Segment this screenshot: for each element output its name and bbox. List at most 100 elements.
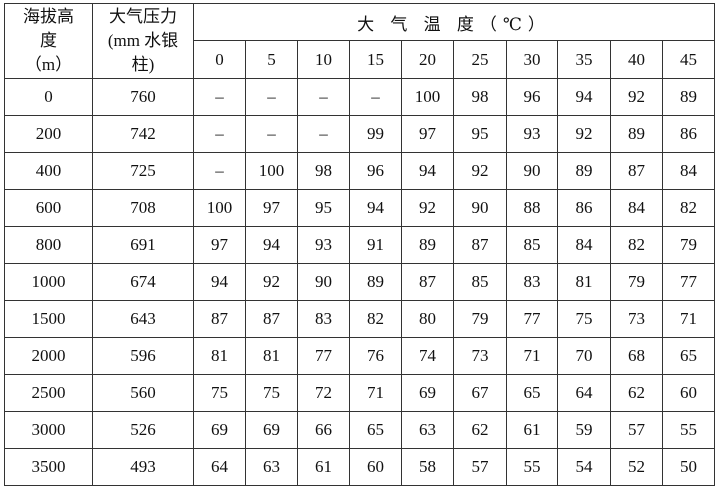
temperature-column-header: 35 [557, 40, 611, 79]
value-cell: 100 [245, 152, 298, 190]
value-cell: 75 [557, 300, 611, 338]
altitude-header-line: 海拔高 [23, 7, 74, 26]
value-cell: 91 [349, 226, 402, 264]
value-cell: 63 [245, 448, 298, 486]
value-cell: 89 [662, 78, 715, 116]
value-cell: 82 [662, 189, 715, 227]
value-cell: – [193, 152, 246, 190]
value-cell: 90 [506, 152, 558, 190]
value-cell: 95 [297, 189, 350, 227]
pressure-header-line: 大气压力 [109, 7, 177, 26]
pressure-cell: 560 [92, 374, 194, 412]
value-cell: 89 [557, 152, 611, 190]
value-cell: 92 [610, 78, 663, 116]
value-cell: 84 [610, 189, 663, 227]
value-cell: 93 [297, 226, 350, 264]
pressure-cell: 596 [92, 337, 194, 375]
value-cell: 98 [297, 152, 350, 190]
value-cell: 77 [506, 300, 558, 338]
value-cell: – [297, 115, 350, 153]
table-row: 200 742– – –99 97 95 93 92 89 86 [4, 115, 715, 153]
value-cell: 79 [610, 263, 663, 301]
value-cell: 77 [297, 337, 350, 375]
value-cell: 94 [245, 226, 298, 264]
value-cell: 96 [506, 78, 558, 116]
value-cell: 82 [610, 226, 663, 264]
value-cell: 87 [193, 300, 246, 338]
table-row: 600 708 100 97 95 94 92 90 88 86 84 82 [4, 189, 715, 227]
value-cell: 67 [453, 374, 507, 412]
value-cell: 71 [349, 374, 402, 412]
value-cell: – [193, 78, 246, 116]
value-cell: 97 [401, 115, 454, 153]
value-cell: 86 [662, 115, 715, 153]
value-cell: 63 [401, 411, 454, 449]
table-row: 0 760– – – –100 98 96 94 92 89 [4, 78, 715, 116]
value-cell: 75 [193, 374, 246, 412]
value-cell: 60 [349, 448, 402, 486]
value-cell: 55 [506, 448, 558, 486]
value-cell: 57 [610, 411, 663, 449]
pressure-cell: 526 [92, 411, 194, 449]
value-cell: 83 [506, 263, 558, 301]
pressure-cell: 708 [92, 189, 194, 227]
value-cell: 95 [453, 115, 507, 153]
value-cell: 87 [245, 300, 298, 338]
value-cell: 60 [662, 374, 715, 412]
value-cell: – [297, 78, 350, 116]
value-cell: 94 [349, 189, 402, 227]
value-cell: 97 [245, 189, 298, 227]
value-cell: – [245, 78, 298, 116]
altitude-cell: 600 [4, 189, 93, 227]
value-cell: 92 [401, 189, 454, 227]
value-cell: 81 [193, 337, 246, 375]
pressure-cell: 674 [92, 263, 194, 301]
value-cell: 87 [453, 226, 507, 264]
table-row: 1500 643 87 87 83 82 80 79 77 75 73 71 [4, 300, 715, 338]
value-cell: 80 [401, 300, 454, 338]
value-cell: 87 [401, 263, 454, 301]
value-cell: 69 [193, 411, 246, 449]
value-cell: 70 [557, 337, 611, 375]
pressure-cell: 493 [92, 448, 194, 486]
pressure-cell: 760 [92, 78, 194, 116]
temperature-column-header: 30 [506, 40, 558, 79]
value-cell: 92 [245, 263, 298, 301]
altitude-cell: 800 [4, 226, 93, 264]
value-cell: 71 [506, 337, 558, 375]
value-cell: 71 [662, 300, 715, 338]
table-row: 1000 674 94 92 90 89 87 85 83 81 79 77 [4, 263, 715, 301]
altitude-cell: 400 [4, 152, 93, 190]
value-cell: 100 [193, 189, 246, 227]
pressure-cell: 742 [92, 115, 194, 153]
altitude-pressure-temperature-table: 海拔高 度 （m） 大气压力 (mm 水银 柱) 大 气 温 度（℃） 0 5 10… [4, 3, 715, 486]
value-cell: 88 [506, 189, 558, 227]
value-cell: 50 [662, 448, 715, 486]
altitude-header-line: 度 [40, 31, 57, 50]
value-cell: 74 [401, 337, 454, 375]
value-cell: 90 [453, 189, 507, 227]
value-cell: 65 [349, 411, 402, 449]
value-cell: 92 [453, 152, 507, 190]
value-cell: 85 [453, 263, 507, 301]
altitude-cell: 2000 [4, 337, 93, 375]
value-cell: 55 [662, 411, 715, 449]
value-cell: 73 [453, 337, 507, 375]
value-cell: 72 [297, 374, 350, 412]
value-cell: – [193, 115, 246, 153]
value-cell: 65 [506, 374, 558, 412]
value-cell: 98 [453, 78, 507, 116]
value-cell: 52 [610, 448, 663, 486]
value-cell: 62 [453, 411, 507, 449]
value-cell: 79 [662, 226, 715, 264]
value-cell: 90 [297, 263, 350, 301]
value-cell: 73 [610, 300, 663, 338]
table-row: 400 725–100 98 96 94 92 90 89 87 84 [4, 152, 715, 190]
value-cell: 57 [453, 448, 507, 486]
value-cell: 79 [453, 300, 507, 338]
temperature-column-header: 10 [297, 40, 350, 79]
value-cell: – [349, 78, 402, 116]
value-cell: 59 [557, 411, 611, 449]
altitude-cell: 200 [4, 115, 93, 153]
value-cell: 96 [349, 152, 402, 190]
